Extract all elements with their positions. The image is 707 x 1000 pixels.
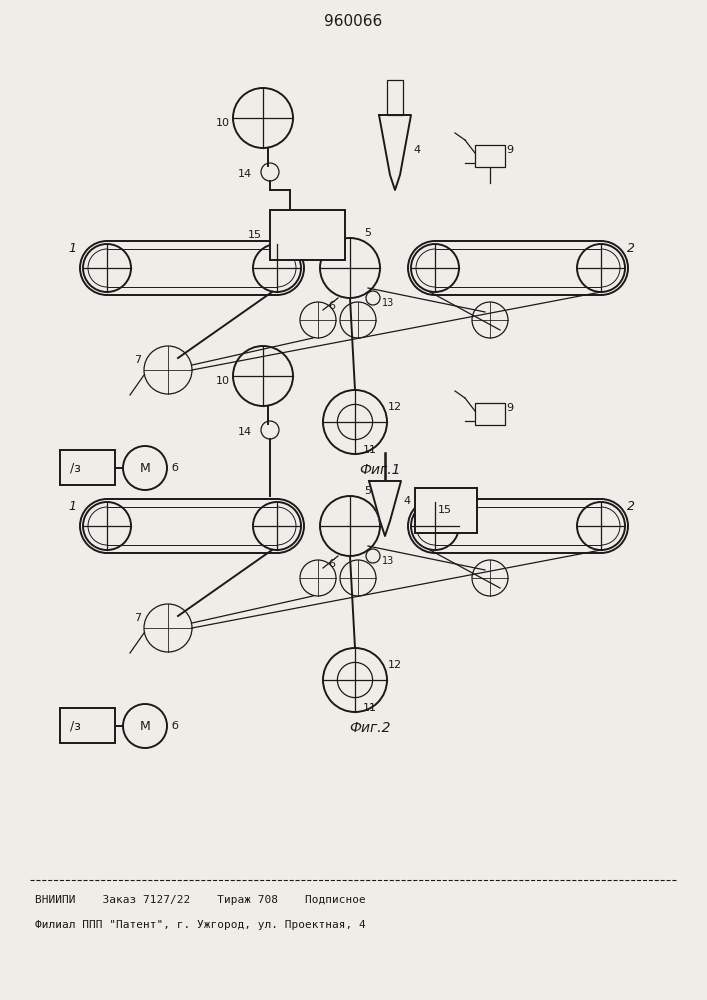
Text: б: б — [171, 463, 178, 473]
Text: 13: 13 — [382, 298, 394, 308]
Text: 2: 2 — [627, 241, 635, 254]
Text: 12: 12 — [388, 660, 402, 670]
Text: ВНИИПИ    Заказ 7127/22    Тираж 708    Подписное: ВНИИПИ Заказ 7127/22 Тираж 708 Подписное — [35, 895, 366, 905]
Text: 10: 10 — [216, 376, 230, 386]
Text: 2: 2 — [627, 499, 635, 512]
Text: 960066: 960066 — [324, 14, 382, 29]
Text: 9: 9 — [506, 145, 513, 155]
Text: 9: 9 — [506, 403, 513, 413]
Text: 15: 15 — [248, 230, 262, 240]
Text: б: б — [171, 721, 178, 731]
Bar — [475, 403, 505, 425]
Text: 12: 12 — [388, 402, 402, 412]
Text: 14: 14 — [238, 427, 252, 437]
Text: 1: 1 — [68, 499, 76, 512]
Text: /з: /з — [70, 462, 81, 475]
Text: 5: 5 — [365, 228, 371, 238]
Polygon shape — [379, 115, 411, 190]
Text: 11: 11 — [363, 703, 377, 713]
Text: М: М — [139, 462, 151, 475]
Text: 4: 4 — [414, 145, 421, 155]
Text: 6: 6 — [329, 301, 336, 311]
Bar — [270, 210, 345, 260]
Text: 14: 14 — [238, 169, 252, 179]
Text: 4: 4 — [404, 496, 411, 506]
Bar — [415, 488, 477, 533]
Text: /з: /з — [70, 720, 81, 732]
Text: 5: 5 — [365, 486, 371, 496]
Bar — [60, 450, 115, 485]
Bar — [60, 708, 115, 743]
Text: Фиг.2: Фиг.2 — [349, 721, 391, 735]
Text: 13: 13 — [382, 556, 394, 566]
Polygon shape — [369, 481, 401, 536]
Text: Фиг.1: Фиг.1 — [359, 463, 401, 477]
Text: 11: 11 — [363, 445, 377, 455]
Bar — [387, 80, 403, 115]
Bar — [475, 145, 505, 167]
Text: 10: 10 — [216, 118, 230, 128]
Text: 7: 7 — [134, 613, 141, 623]
Text: Филиал ППП "Патент", г. Ужгород, ул. Проектная, 4: Филиал ППП "Патент", г. Ужгород, ул. Про… — [35, 920, 366, 930]
Text: М: М — [139, 720, 151, 732]
Text: 6: 6 — [329, 559, 336, 569]
Text: 15: 15 — [438, 505, 452, 515]
Text: 7: 7 — [134, 355, 141, 365]
Text: 1: 1 — [68, 241, 76, 254]
